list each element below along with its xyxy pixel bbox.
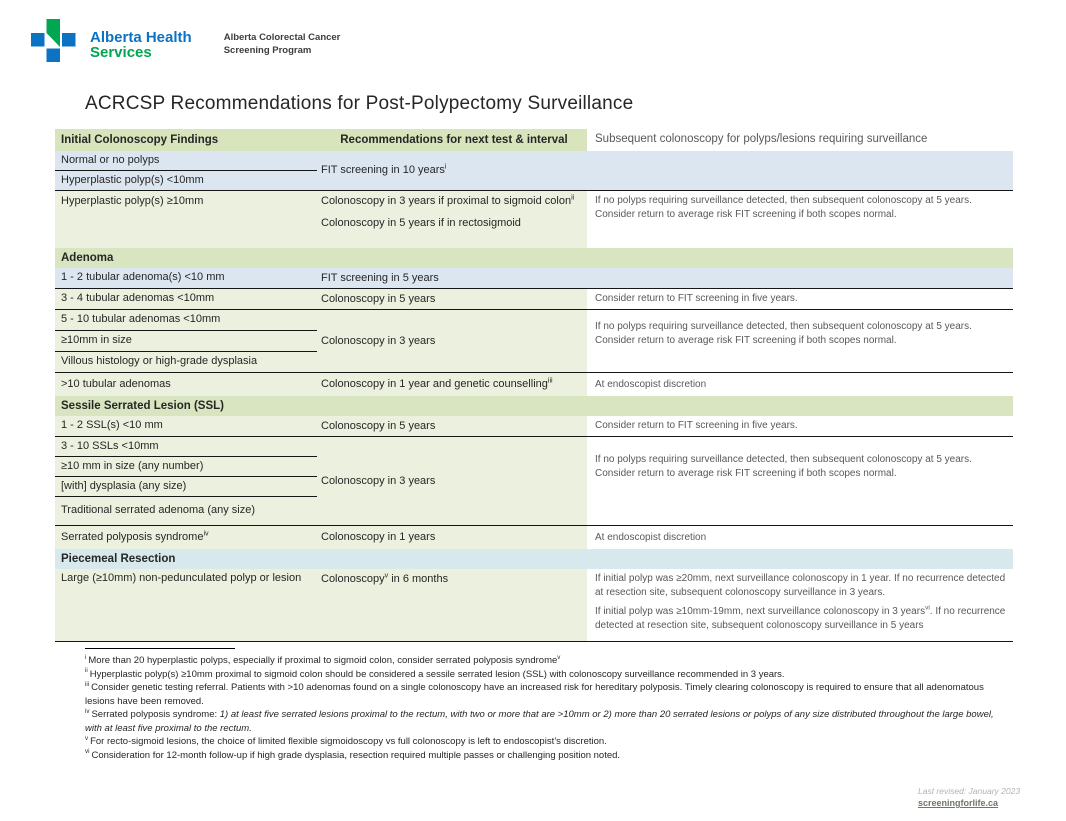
program-name-line1: Alberta Colorectal Cancer xyxy=(223,32,341,43)
subsequent-text: At endoscopist discretion xyxy=(595,531,707,543)
subsequent-text-10-19mm: If initial polyp was ≥10mm-19mm, next su… xyxy=(595,604,1006,631)
footnote-divider xyxy=(85,648,235,649)
subsequent-text: If no polyps requiring surveillance dete… xyxy=(595,195,972,220)
table-row-group-1-2-tubular-adenomas: 1 - 2 tubular adenoma(s) <10 mm FIT scre… xyxy=(55,268,1013,289)
footnote-ref-ii: ii xyxy=(571,193,575,202)
table-header-row: Initial Colonoscopy Findings Recommendat… xyxy=(55,129,1013,151)
subsequent-text: Consider return to FIT screening in five… xyxy=(595,420,798,432)
finding-hyperplastic-gte10: Hyperplastic polyp(s) ≥10mm xyxy=(61,195,204,207)
subsequent-text: If no polyps requiring surveillance dete… xyxy=(595,321,972,346)
finding-5-10-tubular-adenomas: 5 - 10 tubular adenomas <10mm xyxy=(61,313,221,326)
section-header-adenoma: Adenoma xyxy=(55,248,1013,268)
footnote-iv: iv Serrated polyposis syndrome: 1) at lea… xyxy=(85,707,994,734)
org-name-line1: Alberta Health xyxy=(90,29,192,46)
footnote-ii: ii Hyperplastic polyp(s) ≥10mm proximal t… xyxy=(85,667,785,680)
column-header-recommendations: Recommendations for next test & interval xyxy=(317,129,587,151)
page-footer: Last revised: January 2023 screeningforl… xyxy=(918,785,1020,809)
recommendation-colonoscopy-5-years: Colonoscopy in 5 years xyxy=(321,419,436,432)
table-row-group-hyperplastic-gte10: Hyperplastic polyp(s) ≥10mm Colonoscopy … xyxy=(55,191,1013,248)
brand-header: Alberta Health Services Alberta Colorect… xyxy=(30,18,340,64)
recommendation-colonoscopy-1-years: Colonoscopy in 1 years xyxy=(321,531,436,544)
finding-3-4-tubular-adenomas: 3 - 4 tubular adenomas <10mm xyxy=(61,291,215,304)
subsequent-cell-empty xyxy=(587,268,1013,288)
recommendation-fit-10-years: FIT screening in 10 yearsi xyxy=(321,162,447,177)
footnote-v: v For recto-sigmoid lesions, the choice o… xyxy=(85,734,607,747)
program-name: Alberta Colorectal Cancer Screening Prog… xyxy=(224,31,341,57)
table-row-group-serrated-polyposis: Serrated polyposis syndromeiv Colonoscop… xyxy=(55,526,1013,549)
subsequent-cell-empty xyxy=(587,151,1013,190)
table-row-group-large-polyp: Large (≥10mm) non-pedunculated polyp or … xyxy=(55,569,1013,642)
section-header-piecemeal-resection: Piecemeal Resection xyxy=(55,549,1013,569)
table-row-group-1-2-ssl: 1 - 2 SSL(s) <10 mm Colonoscopy in 5 yea… xyxy=(55,416,1013,437)
org-name-line2: Services xyxy=(90,44,152,61)
recommendation-colonoscopy-6-months: Colonoscopyv in 6 months xyxy=(321,571,449,585)
recommendation-colonoscopy-3-years: Colonoscopy in 3 years xyxy=(321,334,436,347)
subsequent-text-gte20mm: If initial polyp was ≥20mm, next surveil… xyxy=(595,573,1006,598)
table-row-group-normal-or-hyperplastic-lt10: Normal or no polyps Hyperplastic polyp(s… xyxy=(55,151,1013,191)
table-row-group-5-10-tubular-adenomas: 5 - 10 tubular adenomas <10mm ≥10mm in s… xyxy=(55,310,1013,373)
recommendation-colonoscopy-3-years: Colonoscopy in 3 years xyxy=(321,474,436,487)
last-revised-label: Last revised: January 2023 xyxy=(918,786,1021,796)
finding-with-dysplasia: [with] dysplasia (any size) xyxy=(55,476,317,496)
org-name: Alberta Health Services xyxy=(90,30,192,60)
program-name-line2: Screening Program xyxy=(223,45,312,56)
recommendations-table: Initial Colonoscopy Findings Recommendat… xyxy=(55,129,1013,642)
recommendation-colonoscopy-5-years: Colonoscopy in 5 years xyxy=(321,292,436,305)
footnote-ref-i: i xyxy=(444,162,447,171)
footnote-vi: vi Consideration for 12-month follow-up i… xyxy=(85,748,621,761)
finding-large-non-pedunculated-polyp: Large (≥10mm) non-pedunculated polyp or … xyxy=(61,572,302,584)
finding-traditional-serrated-adenoma: Traditional serrated adenoma (any size) xyxy=(55,496,317,525)
section-header-ssl: Sessile Serrated Lesion (SSL) xyxy=(55,396,1013,416)
footnote-iii: iii Consider genetic testing referral. Pa… xyxy=(85,680,984,707)
finding-gt10-tubular-adenomas: >10 tubular adenomas xyxy=(61,377,171,390)
recommendation-fit-5-years: FIT screening in 5 years xyxy=(321,271,439,284)
subsequent-text: At endoscopist discretion xyxy=(595,378,707,390)
finding-serrated-polyposis: Serrated polyposis syndromeiv xyxy=(61,528,209,543)
footnotes-section: i More than 20 hyperplastic polyps, espec… xyxy=(85,648,997,762)
finding-normal-or-no-polyps: Normal or no polyps xyxy=(61,153,160,166)
finding-1-2-tubular-adenomas: 1 - 2 tubular adenoma(s) <10 mm xyxy=(61,270,225,283)
subsequent-text: If no polyps requiring surveillance dete… xyxy=(595,454,972,479)
footnote-i: i More than 20 hyperplastic polyps, espec… xyxy=(85,653,561,666)
finding-gte10mm-in-size: ≥10mm in size xyxy=(55,330,317,351)
recommendation-colonoscopy-3y-proximal: Colonoscopy in 3 years if proximal to si… xyxy=(321,193,575,207)
column-header-subsequent: Subsequent colonoscopy for polyps/lesion… xyxy=(595,133,928,146)
alberta-health-services-logo-icon xyxy=(31,19,76,62)
recommendation-colonoscopy-1y-genetic: Colonoscopy in 1 year and genetic counse… xyxy=(321,376,553,391)
footnote-ref-vi: vi xyxy=(925,604,930,612)
finding-hyperplastic-lt10: Hyperplastic polyp(s) <10mm xyxy=(55,170,317,190)
column-header-initial-findings: Initial Colonoscopy Findings xyxy=(55,129,317,151)
finding-1-2-ssl: 1 - 2 SSL(s) <10 mm xyxy=(61,418,163,431)
finding-3-10-ssls: 3 - 10 SSLs <10mm xyxy=(61,439,159,452)
subsequent-text: Consider return to FIT screening in five… xyxy=(595,293,798,305)
recommendation-colonoscopy-5y-rectosigmoid: Colonoscopy in 5 years if in rectosigmoi… xyxy=(321,217,521,230)
table-row-group-gt10-tubular-adenomas: >10 tubular adenomas Colonoscopy in 1 ye… xyxy=(55,373,1013,396)
table-row-group-3-10-ssls: 3 - 10 SSLs <10mm ≥10 mm in size (any nu… xyxy=(55,437,1013,526)
page-title: ACRCSP Recommendations for Post-Polypect… xyxy=(85,93,634,114)
footnote-ref-iv: iv xyxy=(203,528,209,537)
screeningforlife-link[interactable]: screeningforlife.ca xyxy=(918,798,999,808)
footnote-ref-v: v xyxy=(384,571,389,580)
footnote-ref-iii: iii xyxy=(547,376,553,385)
finding-villous-histology: Villous histology or high-grade dysplasi… xyxy=(55,351,317,372)
finding-gte10mm-any-number: ≥10 mm in size (any number) xyxy=(55,456,317,476)
table-row-group-3-4-tubular-adenomas: 3 - 4 tubular adenomas <10mm Colonoscopy… xyxy=(55,289,1013,310)
